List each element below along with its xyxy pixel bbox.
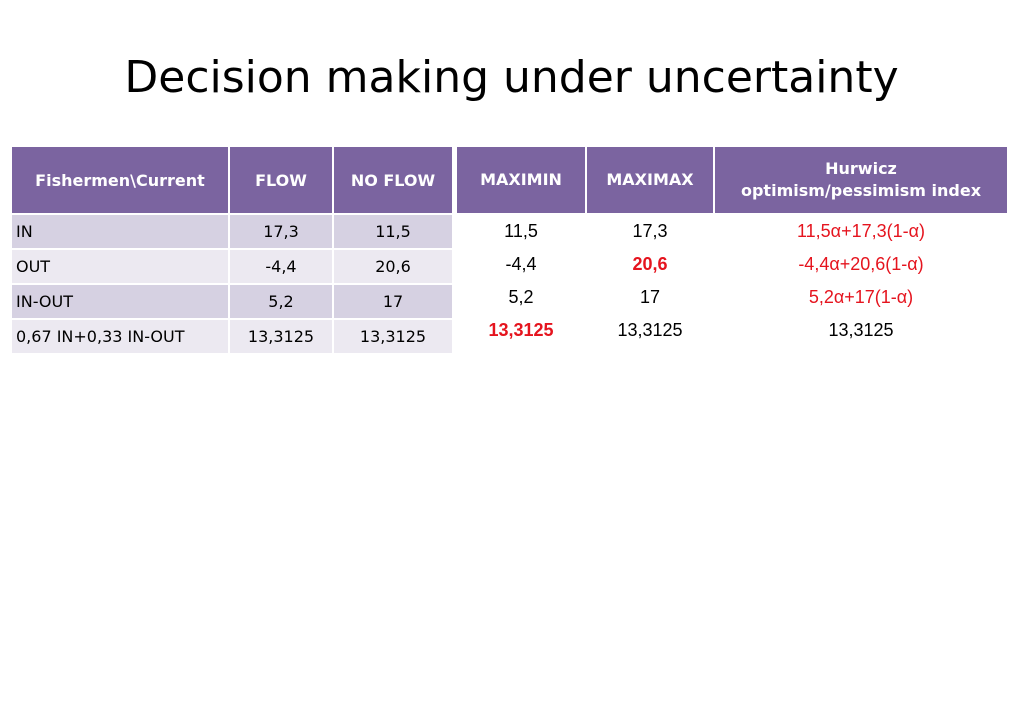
slide-title: Decision making under uncertainty xyxy=(124,52,899,103)
hurwicz-value: 5,2α+17(1-α) xyxy=(808,287,914,307)
maximax-best-value: 20,6 xyxy=(632,254,668,274)
row-label: IN-OUT xyxy=(10,283,230,320)
table-row: 0,67 IN+0,33 IN-OUT 13,3125 13,3125 xyxy=(10,318,454,355)
maximin-value: 11,5 xyxy=(504,221,538,241)
criteria-table: MAXIMIN MAXIMAX Hurwicz optimism/pessimi… xyxy=(455,145,1009,347)
hurwicz-value: 11,5α+17,3(1-α) xyxy=(796,221,926,241)
table-row: IN-OUT 5,2 17 xyxy=(10,283,454,320)
header-fishermen-current: Fishermen\Current xyxy=(10,145,230,215)
criteria-header-row: MAXIMIN MAXIMAX Hurwicz optimism/pessimi… xyxy=(455,145,1009,215)
table-row: -4,4 20,6 -4,4α+20,6(1-α) xyxy=(456,248,1008,281)
header-hurwicz-line2: optimism/pessimism index xyxy=(740,181,982,200)
header-no-flow: NO FLOW xyxy=(332,145,454,215)
hurwicz-value: 13,3125 xyxy=(828,320,894,340)
maximax-value: 17 xyxy=(639,287,661,307)
hurwicz-value: -4,4α+20,6(1-α) xyxy=(798,254,924,274)
table-row: 11,5 17,3 11,5α+17,3(1-α) xyxy=(456,214,1008,248)
maximin-best-value: 13,3125 xyxy=(488,320,554,340)
table-row: 5,2 17 5,2α+17(1-α) xyxy=(456,281,1008,314)
table-row: 13,3125 13,3125 13,3125 xyxy=(456,314,1008,347)
no-flow-value: 20,6 xyxy=(332,248,454,285)
flow-value: -4,4 xyxy=(228,248,334,285)
flow-value: 17,3 xyxy=(228,213,334,250)
maximax-value: 17,3 xyxy=(632,221,668,241)
payoff-header-row: Fishermen\Current FLOW NO FLOW xyxy=(10,145,454,215)
header-maximin: MAXIMIN xyxy=(455,145,587,215)
flow-value: 13,3125 xyxy=(228,318,334,355)
header-hurwicz-line1: Hurwicz xyxy=(825,158,897,178)
header-hurwicz: Hurwicz optimism/pessimism index xyxy=(713,145,1009,215)
row-label: IN xyxy=(10,213,230,250)
maximin-value: -4,4 xyxy=(505,254,537,274)
no-flow-value: 13,3125 xyxy=(332,318,454,355)
table-row: OUT -4,4 20,6 xyxy=(10,248,454,285)
table-row: IN 17,3 11,5 xyxy=(10,213,454,250)
flow-value: 5,2 xyxy=(228,283,334,320)
row-label: OUT xyxy=(10,248,230,285)
row-label: 0,67 IN+0,33 IN-OUT xyxy=(10,318,230,355)
header-flow: FLOW xyxy=(228,145,334,215)
payoff-table: Fishermen\Current FLOW NO FLOW IN 17,3 1… xyxy=(10,145,454,355)
no-flow-value: 11,5 xyxy=(332,213,454,250)
maximin-value: 5,2 xyxy=(508,287,534,307)
header-maximax: MAXIMAX xyxy=(585,145,715,215)
maximax-value: 13,3125 xyxy=(617,320,683,340)
no-flow-value: 17 xyxy=(332,283,454,320)
